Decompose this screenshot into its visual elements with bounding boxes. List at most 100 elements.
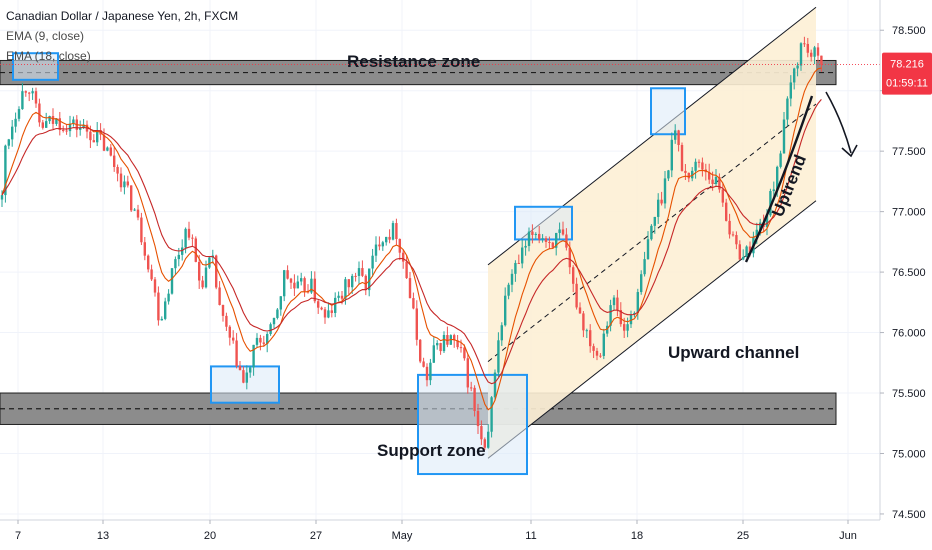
candle — [544, 236, 548, 248]
x-tick-label: 18 — [631, 530, 643, 542]
candle — [565, 228, 568, 251]
candle-body — [405, 261, 408, 279]
candle-body — [742, 256, 745, 260]
candle-body — [568, 247, 571, 268]
candle-body — [347, 279, 350, 288]
candle — [102, 128, 106, 152]
candle — [150, 264, 153, 282]
resistance-zone-label: Resistance zone — [347, 52, 480, 71]
candle-body — [728, 220, 731, 235]
candle-body — [21, 91, 24, 110]
candle-body — [334, 297, 337, 313]
candle-body — [473, 387, 476, 411]
candle — [11, 119, 14, 147]
candle — [551, 241, 554, 249]
candle-body — [262, 342, 265, 344]
candle — [286, 265, 289, 280]
candle — [772, 181, 775, 197]
candle — [34, 87, 38, 108]
candle — [694, 158, 697, 179]
countdown-label: 01:59:11 — [886, 78, 928, 90]
candle — [527, 227, 531, 252]
candle-body — [388, 236, 391, 240]
candle-body — [381, 242, 384, 247]
candle-body — [439, 343, 442, 352]
candle-body — [782, 119, 786, 154]
candle-body — [765, 215, 769, 227]
chart-legend: Canadian Dollar / Japanese Yen, 2h, FXCM… — [6, 6, 238, 66]
candle — [541, 234, 544, 243]
candle-body — [677, 130, 680, 145]
candle-body — [612, 297, 616, 306]
candle-body — [769, 191, 772, 216]
candle-body — [548, 241, 551, 243]
candle-body — [228, 326, 231, 338]
candle — [174, 256, 177, 275]
candle — [415, 300, 418, 346]
candle-body — [395, 223, 398, 239]
candle-body — [582, 313, 585, 331]
candle-body — [565, 234, 568, 248]
candle-body — [225, 315, 228, 327]
candle-body — [803, 43, 806, 45]
candle-body — [187, 228, 191, 238]
candle — [133, 208, 136, 211]
candle-body — [218, 287, 221, 305]
candle-body — [721, 189, 724, 203]
candle-body — [249, 367, 252, 373]
candle-body — [653, 216, 656, 226]
candle-body — [79, 127, 82, 130]
candle — [786, 96, 789, 127]
candle — [793, 67, 796, 90]
candle-body — [551, 242, 554, 248]
candle — [646, 231, 650, 260]
candle-body — [133, 209, 136, 211]
candle-body — [320, 307, 323, 310]
candle-body — [31, 91, 34, 94]
candle-body — [517, 262, 520, 264]
candle-body — [266, 334, 269, 344]
candle — [24, 90, 27, 97]
candle-body — [351, 275, 354, 288]
candle-body — [412, 298, 415, 309]
candle-body — [640, 274, 643, 293]
candle — [300, 272, 303, 286]
candle-body — [786, 98, 789, 120]
candle-body — [810, 52, 813, 57]
annotations: Resistance zone Support zone Upward channe… — [347, 52, 858, 460]
candle-body — [109, 147, 112, 156]
candle — [395, 218, 398, 246]
candle-body — [616, 297, 619, 311]
candle — [167, 289, 170, 305]
candle — [769, 188, 772, 217]
candle — [330, 305, 333, 318]
candle — [609, 299, 612, 332]
candle-body — [490, 397, 493, 432]
candle-body — [62, 130, 65, 132]
candle-body — [310, 278, 313, 293]
candle — [476, 403, 480, 435]
candle — [38, 98, 41, 127]
candle — [116, 164, 119, 182]
candle — [347, 279, 350, 296]
highlight-box — [12, 52, 59, 81]
candle — [55, 118, 58, 126]
candle — [408, 272, 412, 299]
candle — [538, 225, 541, 244]
candle — [575, 277, 578, 310]
candle-body — [337, 295, 340, 298]
candle-body — [296, 281, 299, 289]
uptrend-line — [744, 95, 814, 263]
candle-body — [646, 239, 650, 260]
candle-body — [232, 337, 235, 341]
candle — [48, 115, 51, 124]
candle — [7, 138, 10, 150]
candle-body — [238, 366, 242, 371]
candle — [558, 222, 561, 240]
x-tick-label: 27 — [310, 530, 322, 542]
candle — [473, 385, 476, 417]
candle-body — [504, 295, 507, 326]
candle — [45, 112, 48, 128]
candle — [684, 163, 687, 181]
candle-body — [0, 195, 4, 200]
